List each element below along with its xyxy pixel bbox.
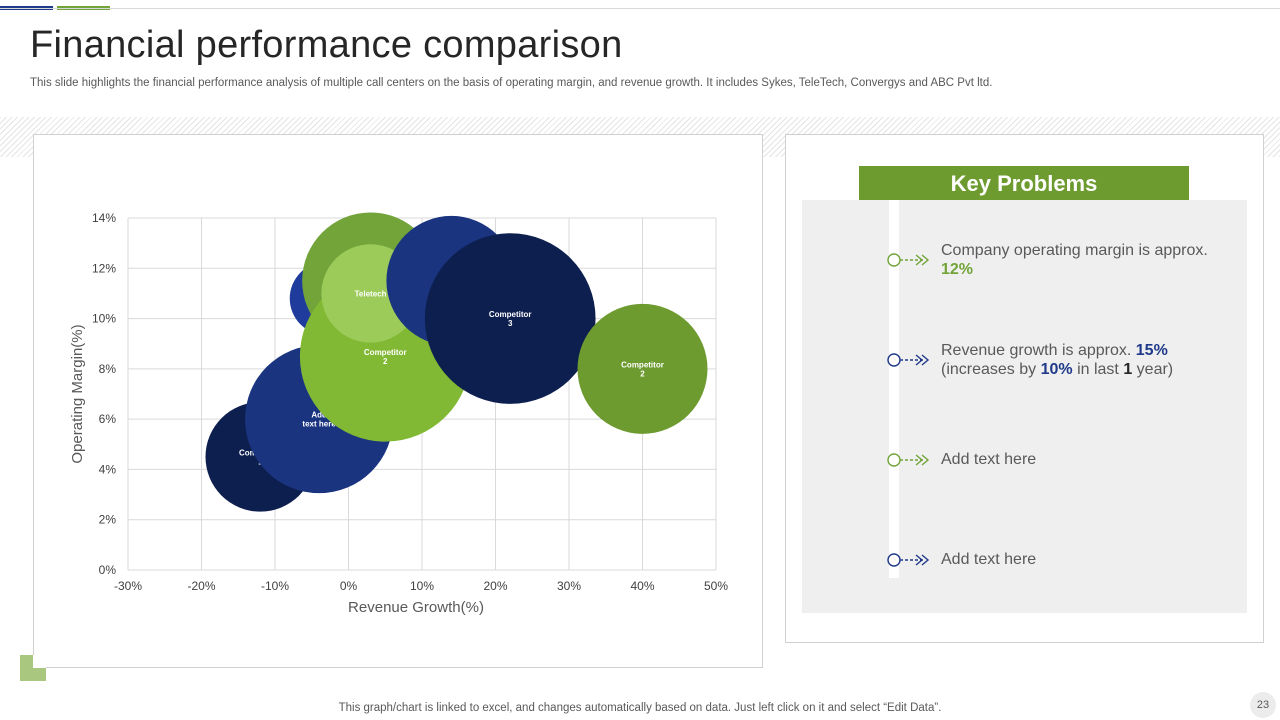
x-tick-label: 50% <box>704 579 728 593</box>
bubble-label: Teletech <box>355 289 387 298</box>
y-tick-label: 4% <box>99 462 117 476</box>
key-problem-text: Company operating margin is approx. 12% <box>941 242 1208 278</box>
top-divider <box>0 8 1280 9</box>
arrow-bullet-icon <box>887 553 930 567</box>
x-tick-label: 10% <box>410 579 434 593</box>
x-tick-label: 0% <box>340 579 358 593</box>
bubble-label: 2 <box>383 357 388 366</box>
key-problem-text: Add text here <box>941 551 1037 568</box>
bubble-chart[interactable]: -30% -20% -10% 0% 10% 20% 30% 40% 50% 0% 2% 4% 6% 8% 1… <box>34 135 764 669</box>
x-tick-label: 40% <box>630 579 654 593</box>
y-tick-label: 12% <box>92 261 116 275</box>
x-tick-label: -30% <box>114 579 142 593</box>
key-problem-text: Revenue growth is approx. 15% (increases… <box>941 342 1174 378</box>
key-problem-text: Add text here <box>941 451 1037 468</box>
y-tick-label: 10% <box>92 312 116 326</box>
bubble-label: Add <box>311 411 327 420</box>
page-number: 23 <box>1250 692 1276 718</box>
y-tick-label: 0% <box>99 563 117 577</box>
x-tick-label: -10% <box>261 579 289 593</box>
corner-decoration-cutout <box>33 655 46 668</box>
bubble-label: 2 <box>640 369 645 378</box>
footer-note: This graph/chart is linked to excel, and… <box>338 702 942 714</box>
bubble-label: 3 <box>508 319 513 328</box>
x-tick-label: 30% <box>557 579 581 593</box>
x-tick-label: -20% <box>187 579 215 593</box>
arrow-bullet-icon <box>887 353 930 367</box>
y-tick-label: 6% <box>99 412 117 426</box>
y-axis-title: Operating Margin(%) <box>69 324 86 463</box>
bubble-label: Competitor <box>621 360 664 369</box>
chart-panel[interactable]: -30% -20% -10% 0% 10% 20% 30% 40% 50% 0% 2% 4% 6% 8% 1… <box>33 134 763 668</box>
timeline-strip <box>889 200 899 578</box>
bubble-circle <box>577 303 708 434</box>
x-axis-title: Revenue Growth(%) <box>348 599 484 616</box>
x-tick-label: 20% <box>483 579 507 593</box>
key-problems-title: Key Problems <box>859 166 1189 200</box>
key-problems-background <box>802 200 1247 613</box>
arrow-bullet-icon <box>887 253 930 267</box>
bubble-label: Competitor <box>489 310 532 319</box>
bubble-circle <box>424 233 596 404</box>
y-tick-label: 2% <box>99 513 117 527</box>
page-subtitle: This slide highlights the financial perf… <box>30 77 993 89</box>
y-tick-label: 14% <box>92 211 116 225</box>
page-title: Financial performance comparison <box>30 24 623 66</box>
arrow-bullet-icon <box>887 453 930 467</box>
bubble-label: text here <box>302 420 336 429</box>
bubble-label: Competitor <box>364 348 407 357</box>
y-tick-label: 8% <box>99 362 117 376</box>
